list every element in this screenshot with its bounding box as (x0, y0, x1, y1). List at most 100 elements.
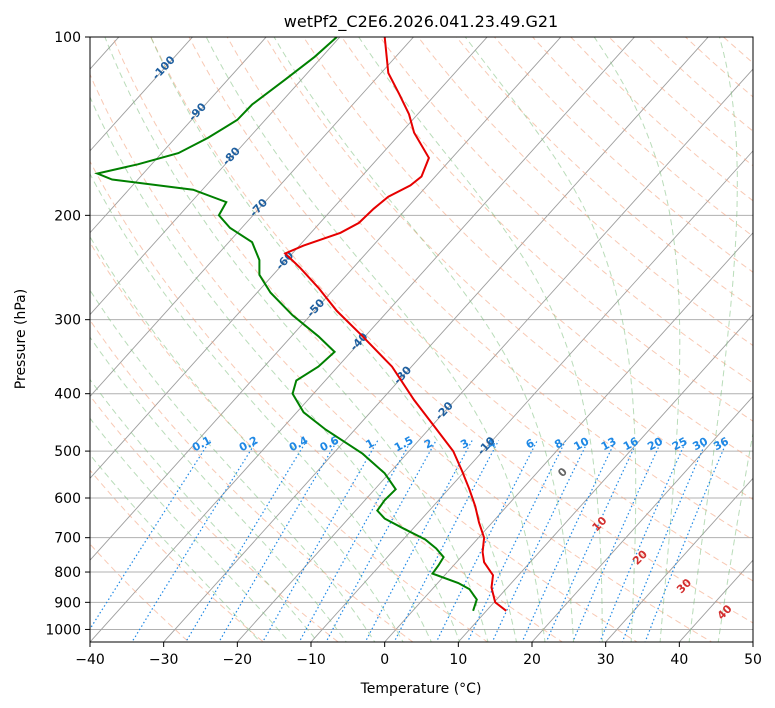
mixing-ratio-line (545, 440, 639, 642)
temperature-line (283, 37, 507, 612)
mixing-ratio-line (621, 440, 708, 642)
dry-adiabat-line (302, 37, 753, 461)
mixing-ratio-label: 13 (599, 435, 619, 454)
moist-adiabat-label: 30 (674, 576, 694, 596)
isotherm-line (384, 232, 753, 642)
x-tick-label: 50 (744, 652, 762, 668)
dry-adiabat-line (341, 37, 753, 422)
y-tick-label: 500 (54, 444, 81, 460)
moist-adiabat-line (150, 37, 518, 642)
x-tick-label: 0 (380, 652, 389, 668)
isotherm-line (678, 559, 753, 642)
isotherm-line (163, 37, 709, 642)
chart-title: wetPf2_C2E6.2026.041.23.49.G21 (284, 12, 558, 32)
isotherm-line (310, 150, 753, 642)
line-labels: 0.1 0.2 0.4 0.6 1 1.5 2 3 4 6 8 10 13 16 20 25 30 36-100-… (150, 53, 735, 622)
x-axis-title: Temperature (°C) (360, 681, 482, 697)
moist-adiabat-line (464, 37, 637, 642)
moist-adiabat-line (358, 37, 603, 642)
y-tick-label: 300 (54, 313, 81, 329)
moist-adiabat-line (688, 37, 738, 642)
moist-adiabat-line (273, 37, 575, 642)
dry-adiabat-line (112, 37, 713, 642)
y-tick-label: 200 (54, 208, 81, 224)
x-tick-label: 20 (523, 652, 541, 668)
mixing-ratio-line (325, 440, 437, 642)
dry-adiabat-line (90, 394, 340, 642)
dry-adiabat-line (264, 37, 753, 501)
y-tick-label: 900 (54, 595, 81, 611)
mixing-ratio-label: 36 (711, 435, 731, 454)
dry-adiabat-line (150, 37, 753, 624)
isotherm-line (605, 477, 753, 642)
y-tick-label: 700 (54, 531, 81, 547)
dry-adiabat-line (570, 37, 753, 202)
mixing-ratio-label: 2 (422, 436, 435, 451)
isotherm-line (90, 37, 636, 642)
plot-frame (89, 36, 754, 643)
moist-adiabat-line (90, 378, 319, 642)
y-tick-label: 1000 (45, 622, 81, 638)
moist-adiabat-line (90, 336, 347, 642)
dry-adiabat-line (493, 37, 753, 273)
moist-adiabat-line (593, 37, 681, 642)
y-tick-label: 600 (54, 491, 81, 507)
x-tick-label: 40 (670, 652, 688, 668)
mixing-ratio-label: 20 (645, 435, 665, 454)
dry-adiabat-line (417, 37, 753, 347)
isotherm-line (90, 37, 267, 234)
y-tick-label: 400 (54, 387, 81, 403)
mixing-ratio-label: 10 (572, 435, 592, 454)
mixing-ratio-label: 16 (621, 435, 641, 454)
isotherm-line (0, 10, 70, 654)
moist-adiabat-line (717, 430, 753, 642)
background-lines (0, 10, 753, 654)
moist-adiabat-line (90, 289, 376, 642)
x-tick-label: 10 (449, 652, 467, 668)
dry-adiabat-line (90, 241, 489, 642)
dry-adiabat-line (90, 319, 414, 642)
dry-adiabat-line (90, 73, 638, 642)
mixing-ratio-label: 3 (458, 436, 471, 451)
isotherm-line (236, 68, 753, 642)
dry-adiabat-line (226, 37, 753, 541)
mixing-ratio-line (364, 440, 473, 642)
mixing-ratio-line (572, 440, 663, 642)
mixing-ratio-line (262, 440, 379, 642)
y-axis: 100 200 300 400 500 600 700 800 900 1000 (45, 30, 90, 638)
isotherm-line (457, 313, 753, 642)
dewpoint-line (94, 37, 478, 612)
dry-adiabat-line (90, 543, 190, 642)
dry-adiabat-line (684, 37, 753, 98)
moist-adiabat-line (205, 37, 546, 642)
moist-adiabat-label: 0 (555, 465, 570, 480)
y-tick-label: 100 (54, 30, 81, 46)
mixing-ratio-line (435, 440, 538, 642)
mixing-ratio-label: 25 (670, 435, 690, 454)
isotherm-line (90, 37, 341, 316)
mixing-ratio-label: 30 (690, 434, 710, 453)
moist-adiabat-line (90, 172, 432, 642)
mixing-ratio-line (393, 440, 500, 642)
x-tick-label: −20 (223, 652, 253, 668)
moist-adiabat-label: 40 (715, 602, 735, 622)
moist-adiabat-line (104, 37, 489, 642)
dry-adiabat-line (608, 37, 753, 167)
mixing-ratio-line (131, 440, 258, 642)
moist-adiabat-line (90, 417, 290, 642)
dry-adiabat-line (188, 37, 753, 582)
isotherm-line (752, 641, 753, 642)
mixing-ratio-line (90, 440, 211, 631)
dry-adiabat-line (722, 37, 753, 64)
y-tick-label: 800 (54, 565, 81, 581)
mixing-ratio-label: 6 (524, 436, 537, 451)
moist-adiabat-line (90, 235, 404, 642)
x-tick-label: −40 (75, 652, 105, 668)
mixing-ratio-label: 1 (364, 436, 377, 451)
x-tick-label: −30 (149, 652, 179, 668)
mixing-ratio-line (491, 440, 589, 642)
x-axis: −40 −30 −20 −10 0 10 20 30 40 50 (75, 642, 762, 668)
isotherm-line (90, 37, 562, 561)
mixing-ratio-line (218, 440, 338, 642)
